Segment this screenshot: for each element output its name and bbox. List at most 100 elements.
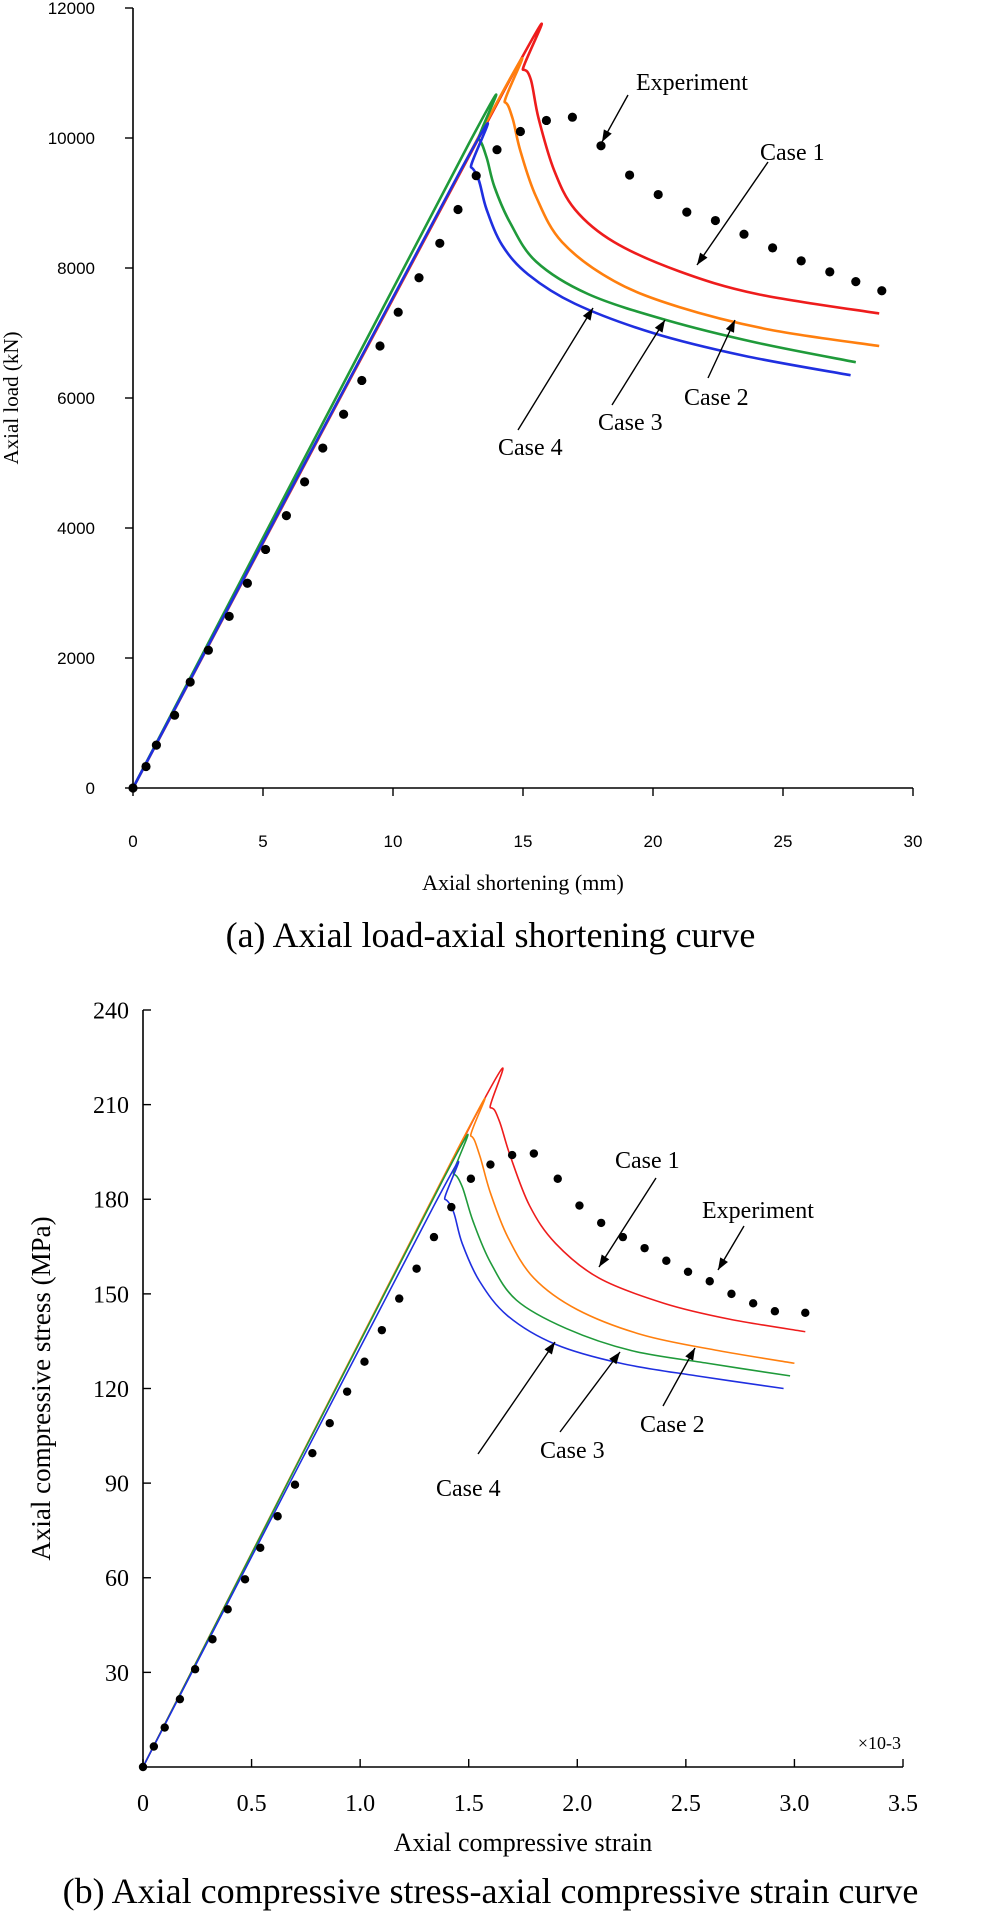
annotation-arrow: [717, 1225, 745, 1271]
data-point: [447, 1202, 456, 1212]
data-point: [223, 1605, 232, 1614]
arrow-shaft: [517, 307, 594, 431]
x-tick-label: 0: [128, 832, 137, 851]
series-line-case-1: [142, 1067, 806, 1768]
series-line-case-2: [131, 57, 880, 789]
annotation-case-1: Case 1: [615, 1148, 680, 1174]
data-point: [553, 1174, 562, 1183]
data-point: [796, 256, 806, 266]
x-tick-label: 25: [774, 832, 793, 851]
annotation-experiment: Experiment: [702, 1198, 814, 1224]
y-tick-label: 10000: [48, 129, 95, 148]
x-tick-label: 0: [137, 1791, 149, 1817]
caption-a: (a) Axial load-axial shortening curve: [225, 915, 756, 955]
data-point: [683, 1267, 693, 1276]
data-point: [710, 215, 721, 226]
data-point: [435, 238, 445, 248]
data-point: [240, 1575, 250, 1584]
y-tick-label: 6000: [57, 389, 95, 408]
data-point: [492, 145, 502, 155]
data-point: [748, 1299, 758, 1308]
x-tick-label: 20: [644, 832, 663, 851]
y-tick-label: 0: [86, 779, 95, 798]
series-line-case-3: [131, 93, 857, 789]
arrow-shaft: [696, 161, 769, 266]
data-point: [471, 171, 481, 181]
x-tick-label: 15: [514, 832, 533, 851]
annotation-case-4: Case 4: [436, 1476, 501, 1502]
data-point: [175, 1694, 185, 1704]
data-point: [453, 204, 463, 215]
data-point: [325, 1418, 334, 1428]
x-tick-label: 3.5: [888, 1791, 918, 1817]
annotation-arrow: [696, 161, 769, 266]
data-point: [507, 1150, 517, 1160]
series-line-case-4: [131, 122, 851, 789]
y-tick-label: 240: [93, 998, 129, 1024]
arrow-head: [609, 1352, 620, 1365]
y-tick-label: 90: [105, 1472, 129, 1498]
y-tick-label: 120: [93, 1377, 129, 1403]
x-tick-label: 1.5: [454, 1791, 484, 1817]
data-point: [486, 1160, 495, 1169]
annotation-case-4: Case 4: [498, 435, 563, 461]
data-point: [877, 286, 887, 296]
data-point: [360, 1357, 369, 1366]
y-tick-label: 2000: [57, 649, 95, 668]
x-tick-label: 2.0: [562, 1791, 592, 1817]
x-tick-label: 0.5: [237, 1791, 267, 1817]
arrow-head: [697, 252, 708, 265]
y-axis-label: Axial load (kN): [0, 332, 23, 465]
data-point: [596, 141, 606, 151]
x-tick-label: 5: [258, 832, 267, 851]
annotation-case-1: Case 1: [760, 140, 825, 166]
series-markers-experiment: [138, 1149, 810, 1772]
arrow-shaft: [598, 1177, 657, 1268]
x-tick-label: 30: [904, 832, 923, 851]
data-point: [618, 1232, 628, 1242]
data-point: [768, 243, 778, 253]
data-point: [801, 1308, 810, 1318]
data-point: [208, 1635, 217, 1644]
data-point: [151, 740, 161, 750]
annotation-arrow: [598, 1177, 657, 1268]
arrow-head: [582, 308, 593, 321]
arrow-head: [718, 1257, 728, 1270]
data-point: [662, 1256, 671, 1265]
annotation-arrow: [559, 1351, 621, 1433]
data-point: [300, 477, 310, 487]
annotation-case-2: Case 2: [684, 385, 749, 411]
data-point: [160, 1723, 169, 1732]
data-point: [412, 1264, 421, 1273]
data-point: [395, 1294, 404, 1303]
data-point: [170, 710, 180, 720]
arrow-head: [544, 1342, 555, 1355]
data-point: [541, 115, 552, 126]
data-point: [705, 1277, 714, 1286]
x-scale-label: ×10-3: [858, 1733, 901, 1753]
annotation-case-2: Case 2: [640, 1412, 705, 1438]
arrow-head: [602, 129, 612, 142]
data-point: [256, 1543, 265, 1552]
series-line-case-4: [142, 1160, 784, 1768]
data-point: [739, 229, 749, 239]
data-point: [851, 277, 861, 287]
x-axis-label: Axial shortening (mm): [422, 870, 624, 895]
data-point: [339, 409, 349, 419]
annotation-arrow: [517, 307, 594, 431]
data-point: [625, 170, 635, 180]
annotation-case-3: Case 3: [540, 1438, 605, 1464]
data-point: [290, 1480, 300, 1489]
data-point: [393, 307, 403, 317]
data-point: [825, 267, 835, 277]
arrow-head: [685, 1348, 695, 1361]
data-point: [357, 375, 367, 386]
arrow-shaft: [611, 319, 666, 406]
x-tick-label: 2.5: [671, 1791, 701, 1817]
data-point: [640, 1243, 649, 1253]
data-point: [261, 544, 271, 555]
y-tick-label: 60: [105, 1566, 129, 1592]
y-tick-label: 30: [105, 1661, 129, 1687]
data-point: [377, 1325, 387, 1335]
arrow-shaft: [477, 1341, 556, 1455]
